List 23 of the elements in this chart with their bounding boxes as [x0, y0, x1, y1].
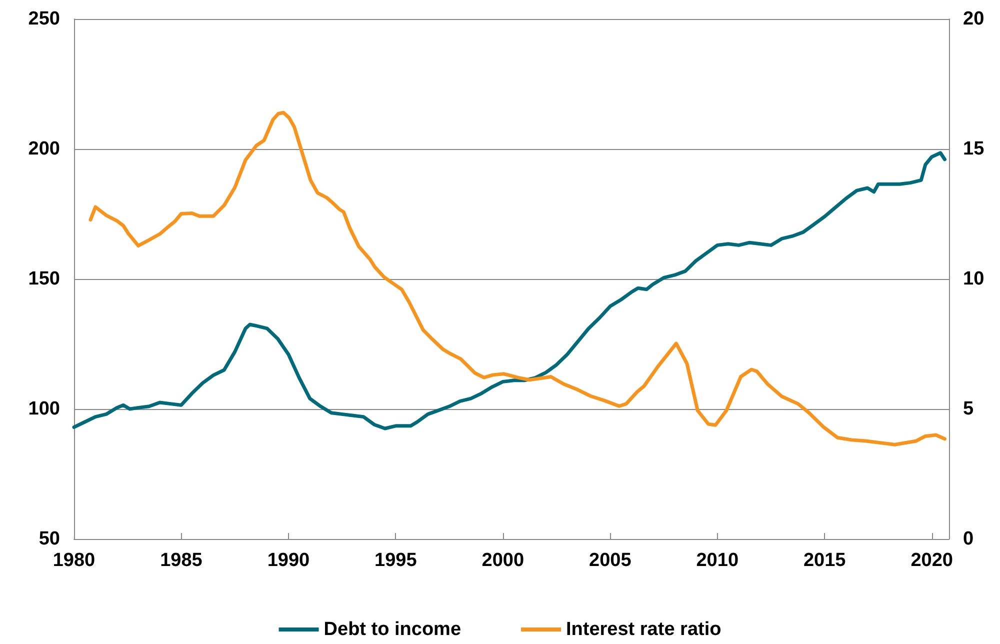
y2-tick-label: 20: [963, 8, 984, 30]
x-tick-label: 2020: [910, 550, 953, 571]
line-series: [88, 110, 946, 446]
line-series: [72, 151, 946, 430]
x-tick-label: 2000: [482, 550, 524, 571]
x-tick-label: 2005: [589, 550, 632, 571]
y2-tick-label: 10: [963, 268, 984, 290]
x-tick-label: 2010: [696, 550, 739, 571]
x-tick-label: 1990: [267, 550, 310, 571]
legend-label: Interest rate ratio: [566, 619, 722, 640]
y-tick-label: 150: [28, 268, 60, 290]
x-tick-label: 1980: [52, 550, 96, 571]
x-tick-label: 1985: [160, 550, 203, 571]
x-tick-label: 1995: [374, 550, 418, 571]
y2-tick-label: 15: [963, 138, 985, 160]
y2-tick-label: 5: [963, 398, 974, 420]
y-tick-label: 250: [28, 8, 60, 30]
x-tick-label: 2015: [803, 550, 846, 571]
legend-label: Debt to income: [324, 619, 462, 640]
y2-tick-label: 0: [963, 528, 974, 550]
y-tick-label: 50: [38, 528, 60, 550]
y-tick-label: 100: [28, 398, 60, 420]
y-tick-label: 200: [28, 138, 60, 160]
